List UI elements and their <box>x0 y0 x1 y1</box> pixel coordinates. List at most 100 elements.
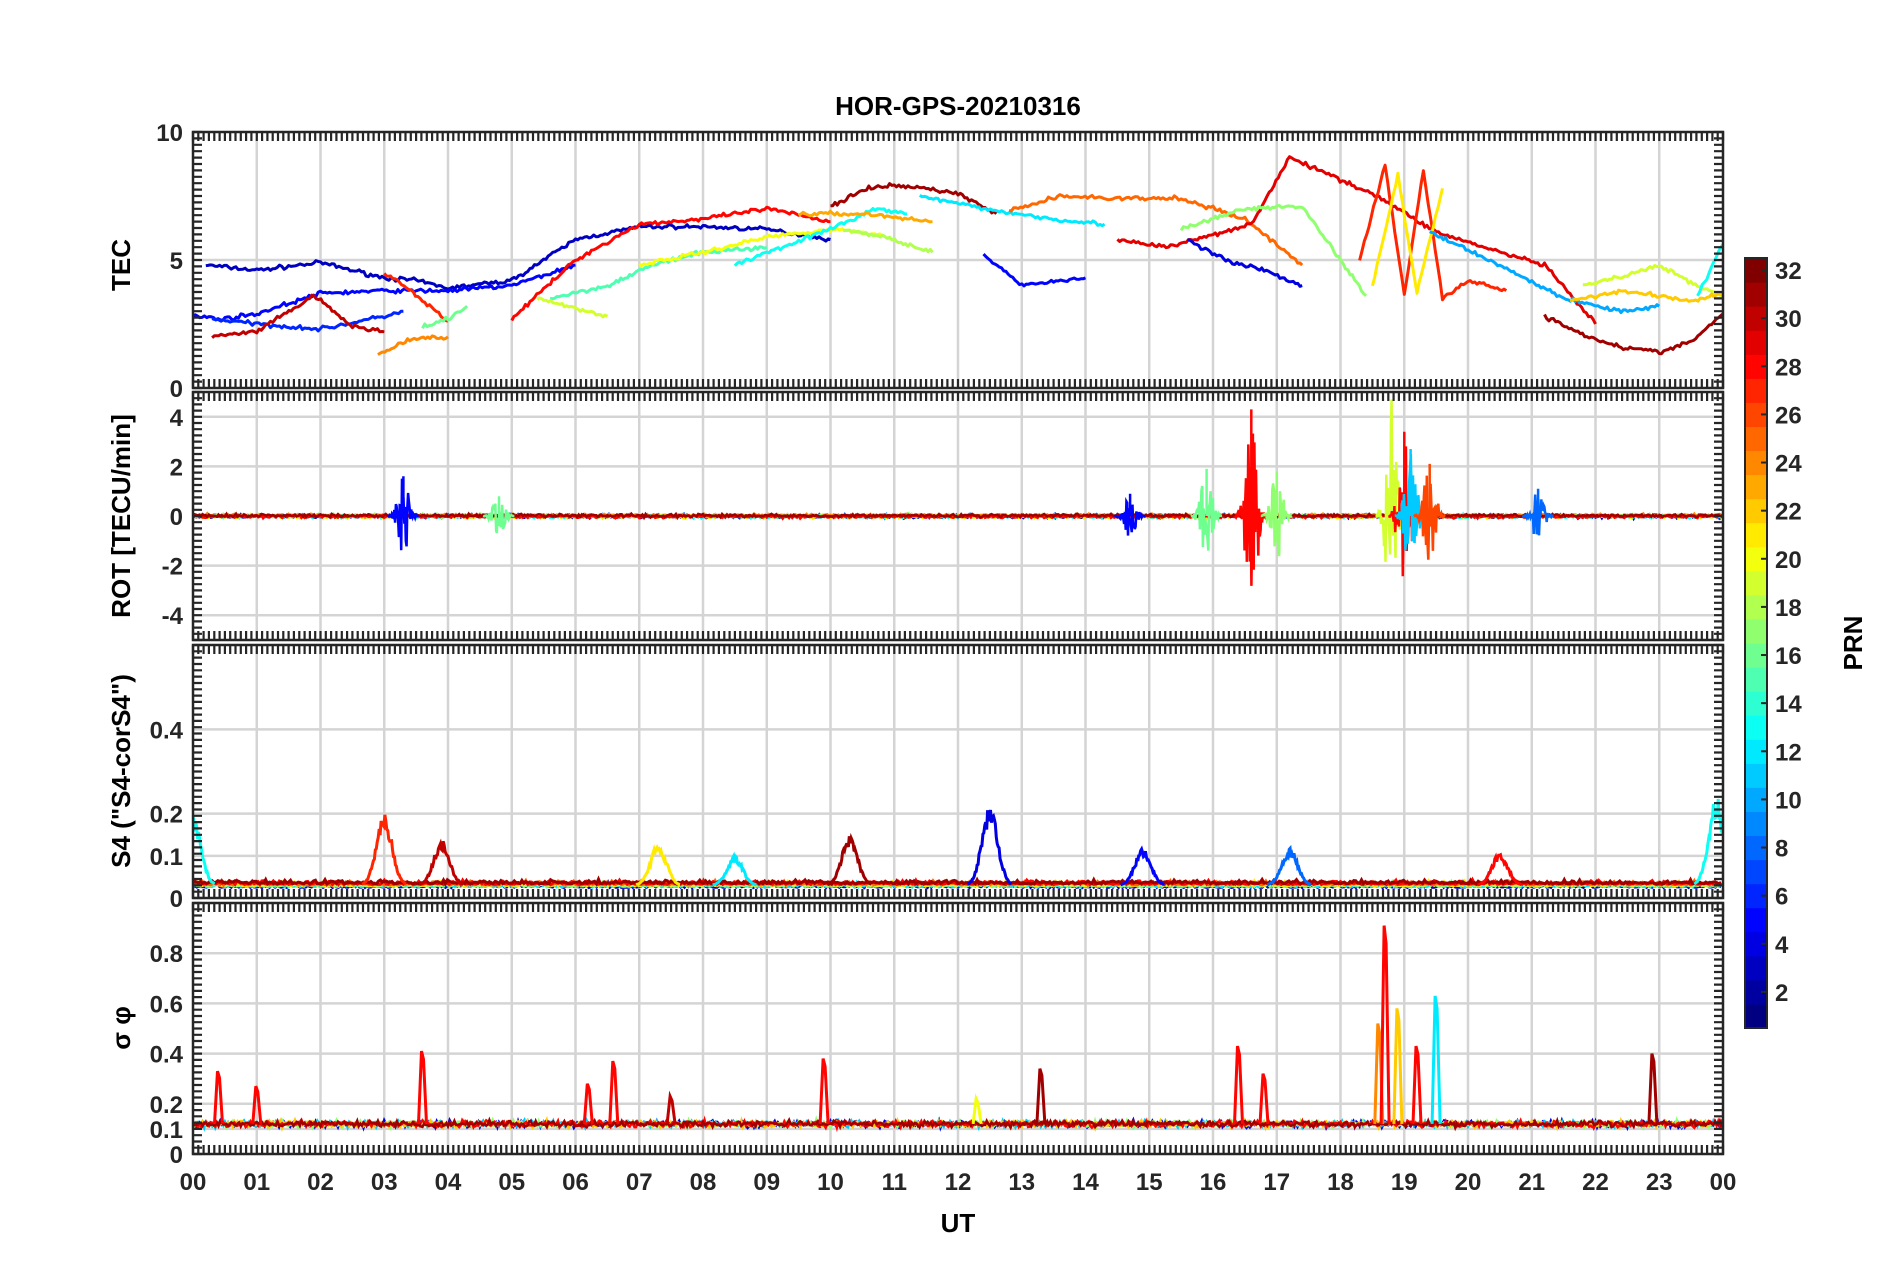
rot-burst-prn-16 <box>1190 468 1223 551</box>
s4-event-prn-13 <box>193 812 216 886</box>
x-tick-label: 15 <box>1136 1169 1163 1196</box>
s4-event-prn-27 <box>361 814 407 886</box>
colorbar-swatch <box>1745 715 1767 740</box>
y-tick-label: 0 <box>170 376 183 403</box>
tec-series-prn-30 <box>211 293 385 339</box>
colorbar-swatch <box>1745 979 1767 1005</box>
colorbar-swatch <box>1745 835 1767 861</box>
s4-event-prn-30 <box>418 838 464 886</box>
x-tick-label: 03 <box>371 1169 398 1196</box>
tec-series-prn-15 <box>549 245 768 301</box>
sigma-baseline-prn-31 <box>193 1116 1723 1132</box>
colorbar-frame <box>1744 257 1768 1029</box>
colorbar-swatch <box>1745 955 1767 981</box>
x-tick-label: 23 <box>1646 1169 1673 1196</box>
x-tick-label: 13 <box>1008 1169 1035 1196</box>
sigma-spike-prn-28 <box>1233 1045 1244 1124</box>
colorbar-tick-label: 24 <box>1775 451 1802 478</box>
x-tick-label: 16 <box>1200 1169 1227 1196</box>
tec-series-prn-3 <box>205 223 831 291</box>
tec-series-prn-17 <box>1179 204 1368 297</box>
x-tick-label: 09 <box>753 1169 780 1196</box>
colorbar-swatch <box>1745 402 1767 427</box>
x-tick-label: 10 <box>817 1169 844 1196</box>
colorbar-swatch <box>1745 594 1767 620</box>
x-axis-label: UT <box>941 1208 976 1238</box>
y-tick-label: 0.6 <box>150 991 183 1018</box>
y-tick-label: 0.4 <box>150 717 184 744</box>
colorbar-tick-label: 10 <box>1775 787 1802 814</box>
x-tick-label: 17 <box>1263 1169 1290 1196</box>
y-tick-label: -2 <box>162 554 183 581</box>
x-tick-label: 20 <box>1455 1169 1482 1196</box>
figure-title: HOR-GPS-20210316 <box>835 91 1081 121</box>
y-axis-label: ROT [TECU/min] <box>106 414 136 618</box>
tec-series-prn-19 <box>536 296 609 319</box>
colorbar-tick-label: 8 <box>1775 836 1788 863</box>
y-axis-label: S4 ("S4-corS4") <box>106 674 136 868</box>
y-tick-label: 0.2 <box>150 1092 183 1119</box>
x-tick-label: 11 <box>882 1169 907 1196</box>
colorbar-swatch <box>1745 667 1767 692</box>
rot-burst-prn-16 <box>482 496 515 534</box>
sigma-spike-prn-31 <box>1035 1068 1047 1124</box>
colorbar-swatch <box>1745 618 1767 644</box>
colorbar-swatch <box>1745 354 1767 379</box>
tec-series-prn-5 <box>193 263 576 322</box>
tec-series-prn-31 <box>830 182 998 215</box>
colorbar-swatch <box>1745 691 1767 716</box>
colorbar-swatch <box>1745 546 1767 572</box>
tec-series-prn-31 <box>1543 312 1723 356</box>
colorbar-swatch <box>1745 426 1767 451</box>
x-tick-label: 12 <box>945 1169 972 1196</box>
tec-series-prn-12 <box>918 193 1106 228</box>
tec-series-prn-27 <box>383 272 449 323</box>
colorbar-swatch <box>1745 883 1767 909</box>
colorbar-swatch <box>1745 330 1767 355</box>
colorbar-swatch <box>1745 498 1767 524</box>
tec-series-prn-4 <box>1187 238 1303 288</box>
colorbar-tick-label: 12 <box>1775 739 1802 766</box>
tec-series-prn-6 <box>211 309 404 333</box>
axes-frame <box>191 901 1725 1156</box>
tec-series-prn-23 <box>797 209 933 224</box>
y-tick-label: 0.8 <box>150 941 183 968</box>
y-axis-label: σ φ <box>106 1006 136 1050</box>
colorbar-tick-label: 14 <box>1775 691 1802 718</box>
panel-s4: 0 0.1 0.2 0.4 S4 ("S4-corS4") <box>106 643 1725 913</box>
tec-series-prn-28 <box>510 205 831 322</box>
x-tick-label: 08 <box>690 1169 717 1196</box>
sigma-spike-prn-22 <box>1392 1008 1404 1124</box>
tec-series-prn-20 <box>638 227 882 268</box>
colorbar-swatch <box>1745 859 1767 885</box>
y-tick-label: 4 <box>170 405 184 432</box>
sigma-spike-prn-31 <box>1647 1053 1659 1124</box>
colorbar-tick-label: 16 <box>1775 643 1802 670</box>
x-tick-label: 18 <box>1327 1169 1354 1196</box>
x-tick-label: 07 <box>626 1169 653 1196</box>
s4-event-prn-5 <box>1120 845 1166 887</box>
x-tick-label: 21 <box>1518 1169 1545 1196</box>
rot-baseline-prn-31 <box>193 511 1723 521</box>
tec-series-prn-10 <box>1429 230 1661 315</box>
rot-burst-prn-8 <box>1522 488 1554 536</box>
colorbar-tick-label: 32 <box>1775 258 1802 285</box>
sigma-spike-prn-28 <box>213 1070 224 1124</box>
sigma-spike-prn-20 <box>971 1093 983 1125</box>
s4-event-prn-13 <box>1693 798 1723 886</box>
x-tick-label: 19 <box>1391 1169 1418 1196</box>
colorbar-swatch <box>1745 570 1767 596</box>
colorbar-tick-label: 22 <box>1775 499 1802 526</box>
sigma-spike-prn-30 <box>665 1090 677 1125</box>
sigma-spike-prn-28 <box>1258 1073 1270 1125</box>
tec-series-prn-24 <box>377 334 449 356</box>
x-tick-label: 05 <box>498 1169 525 1196</box>
tec-series-prn-19 <box>1582 264 1723 298</box>
series-group <box>193 798 1723 890</box>
colorbar-swatch <box>1745 907 1767 933</box>
colorbar-swatch <box>1745 450 1767 476</box>
colorbar-swatch <box>1745 378 1767 403</box>
tec-series-prn-16 <box>421 304 469 330</box>
colorbar-swatch <box>1745 643 1767 668</box>
y-tick-label: 0.4 <box>150 1042 184 1069</box>
